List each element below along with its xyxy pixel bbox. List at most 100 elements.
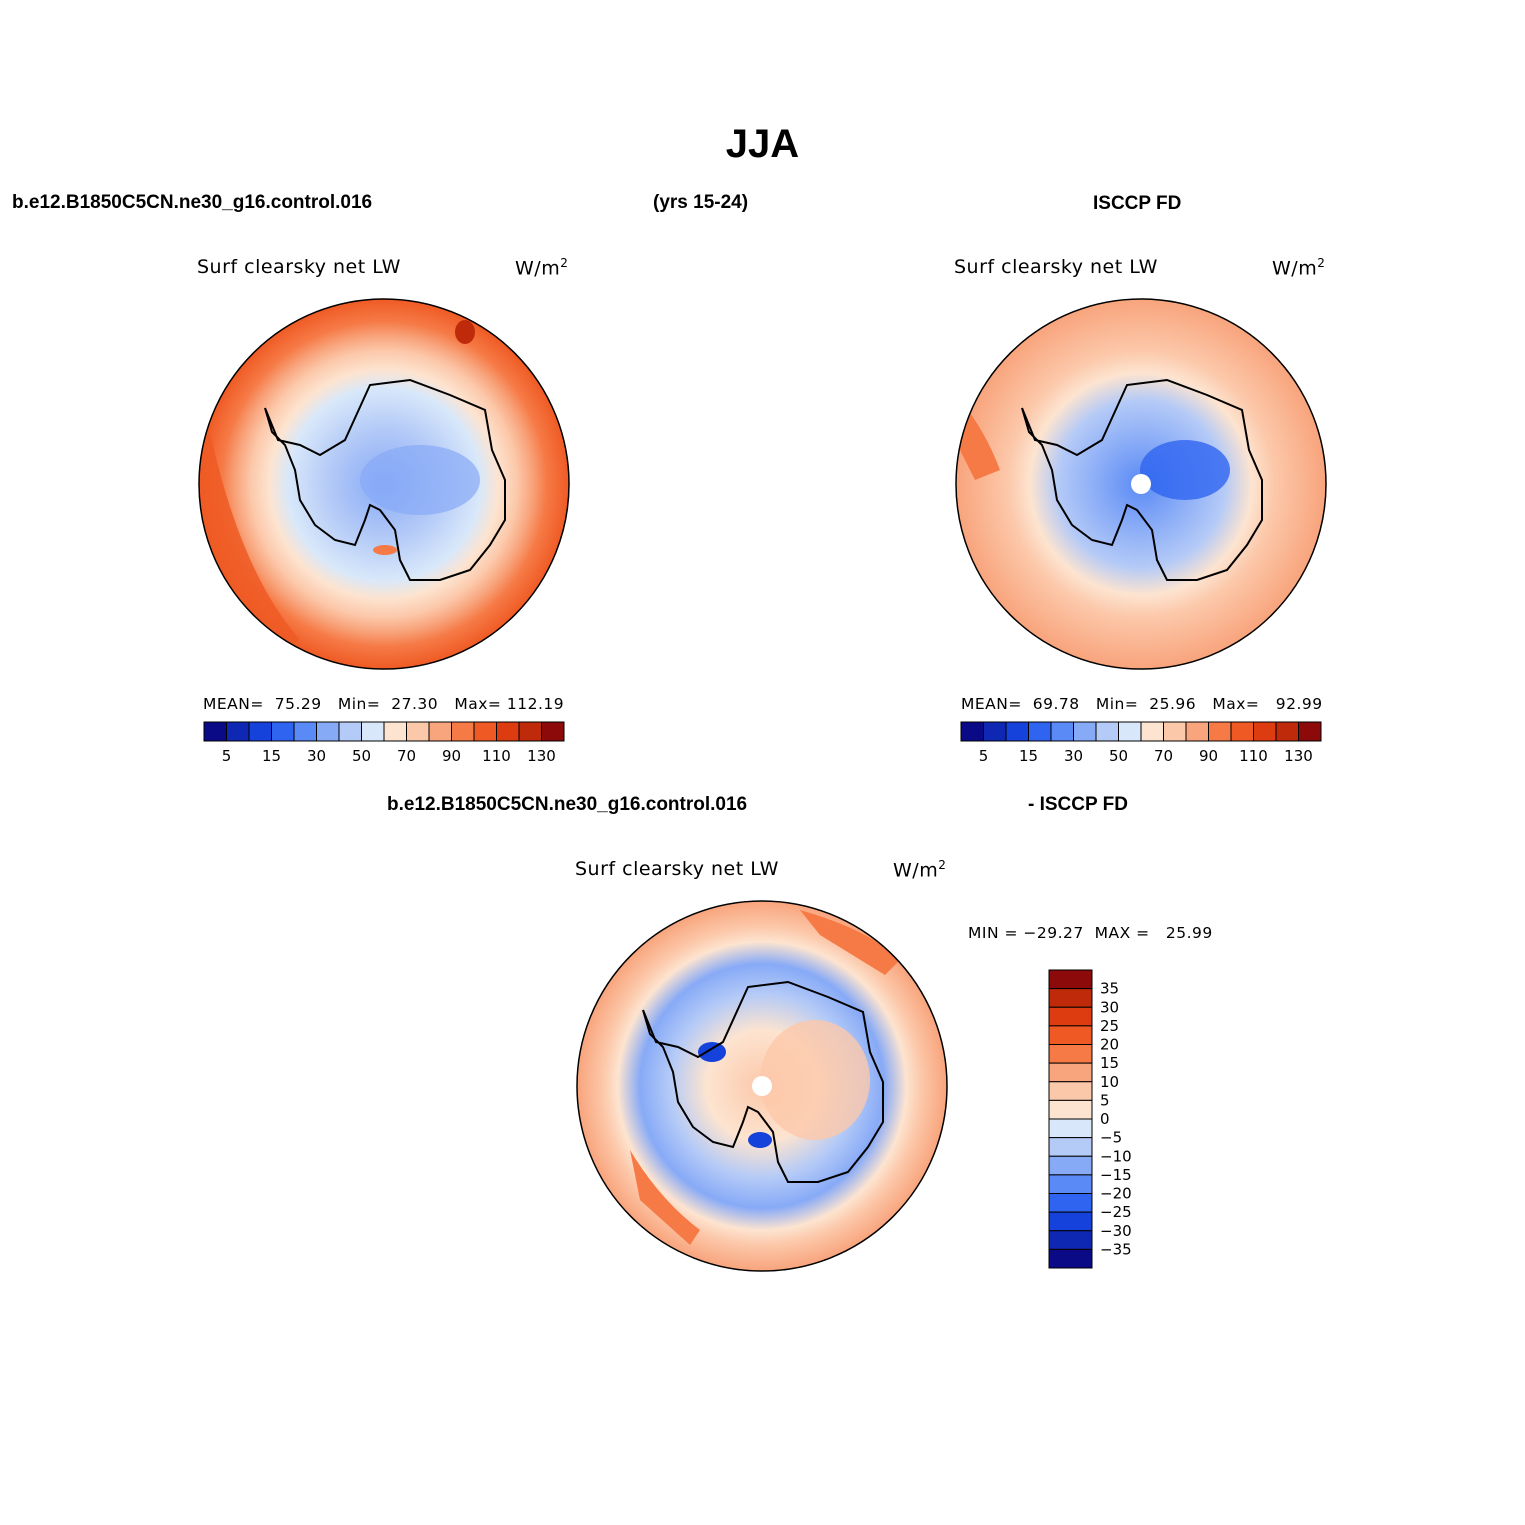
obs-colorbar-box	[1140, 721, 1164, 742]
diff-colorbar-box	[1048, 1193, 1093, 1213]
obs-panel-variable: Surf clearsky net LW	[954, 256, 1158, 278]
model-panel-units: W/m2	[515, 256, 569, 280]
model-colorbar-label: 90	[442, 747, 461, 765]
diff-colorbar-box	[1048, 1099, 1093, 1120]
diff-panel-units: W/m2	[893, 858, 947, 882]
diff-colorbar-box	[1048, 988, 1093, 1008]
diff-colorbar-label: 5	[1100, 1091, 1110, 1109]
diff-colorbar-label: 25	[1100, 1017, 1119, 1035]
diff-colorbar-label: 10	[1100, 1073, 1119, 1091]
diff-colorbar-box	[1048, 969, 1093, 990]
obs-colorbar-box	[1275, 721, 1299, 742]
obs-colorbar-box	[1050, 721, 1074, 742]
model-colorbar-label: 130	[527, 747, 556, 765]
obs-panel-units: W/m2	[1272, 256, 1326, 280]
diff-colorbar-label: −20	[1100, 1185, 1132, 1203]
obs-colorbar-label: 130	[1284, 747, 1313, 765]
obs-stats: MEAN= 69.78 Min= 25.96 Max= 92.99	[961, 695, 1323, 713]
obs-colorbar-box	[1253, 721, 1277, 742]
obs-colorbar-box	[1298, 721, 1322, 742]
diff-colorbar-box	[1048, 1044, 1093, 1064]
diff-colorbar-box	[1048, 1025, 1093, 1045]
diff-colorbar-box	[1048, 1062, 1093, 1083]
obs-pole-hole	[1131, 474, 1151, 494]
model-colorbar-label: 30	[307, 747, 326, 765]
diff-colorbar-label: 0	[1100, 1110, 1110, 1128]
diff-panel-variable: Surf clearsky net LW	[575, 858, 779, 880]
obs-colorbar-label: 110	[1239, 747, 1268, 765]
model-panel-variable: Surf clearsky net LW	[197, 256, 401, 278]
model-colorbar-box	[428, 721, 452, 742]
model-colorbar-label: 15	[262, 747, 281, 765]
model-colorbar-box	[406, 721, 430, 742]
obs-colorbar-label: 50	[1109, 747, 1128, 765]
model-colorbar-box	[473, 721, 497, 742]
model-polar-map	[198, 298, 570, 670]
diff-colorbar-label: −35	[1100, 1240, 1132, 1258]
model-stats: MEAN= 75.29 Min= 27.30 Max= 112.19	[203, 695, 565, 713]
case-name-header: b.e12.B1850C5CN.ne30_g16.control.016	[12, 192, 373, 213]
model-colorbar-box	[496, 721, 520, 742]
model-colorbar-box	[518, 721, 542, 742]
obs-name-header: ISCCP FD	[1093, 193, 1182, 214]
model-colorbar-box	[271, 721, 295, 742]
diff-colorbar-box	[1048, 1230, 1093, 1250]
obs-colorbar-box	[1095, 721, 1119, 742]
obs-colorbar-box	[960, 721, 984, 742]
obs-colorbar-box	[1073, 721, 1097, 742]
diff-colorbar-box	[1048, 1118, 1093, 1139]
diff-colorbar-box	[1048, 1211, 1093, 1232]
obs-colorbar-label: 70	[1154, 747, 1173, 765]
model-colorbar-label: 5	[222, 747, 232, 765]
diff-colorbar-label: −5	[1100, 1129, 1122, 1147]
obs-polar-map	[955, 298, 1327, 670]
obs-colorbar-label: 5	[979, 747, 989, 765]
obs-colorbar-box	[1163, 721, 1187, 742]
diff-colorbar-label: 20	[1100, 1036, 1119, 1054]
obs-colorbar-box	[1118, 721, 1142, 742]
obs-colorbar-box	[1208, 721, 1232, 742]
model-colorbar-label: 70	[397, 747, 416, 765]
figure-title: JJA	[725, 122, 800, 166]
diff-colorbar-label: −30	[1100, 1222, 1132, 1240]
obs-colorbar-box	[1028, 721, 1052, 742]
diff-pole-hole	[752, 1076, 772, 1096]
diff-colorbar-label: 30	[1100, 998, 1119, 1016]
obs-colorbar-box	[1230, 721, 1254, 742]
model-colorbar-box	[361, 721, 385, 742]
diff-polar-map	[576, 900, 948, 1272]
model-colorbar: 5 15 30 50 70 90 110 130	[203, 721, 565, 765]
obs-colorbar-label: 30	[1064, 747, 1083, 765]
model-colorbar-box	[293, 721, 317, 742]
diff-colorbar-box	[1048, 1006, 1093, 1027]
model-colorbar-box	[203, 721, 227, 742]
obs-colorbar-label: 15	[1019, 747, 1038, 765]
model-colorbar-box	[338, 721, 362, 742]
model-colorbar-box	[316, 721, 340, 742]
diff-colorbar-label: −10	[1100, 1147, 1132, 1165]
model-colorbar-box	[541, 721, 565, 742]
obs-colorbar-box	[983, 721, 1007, 742]
model-colorbar-label: 110	[482, 747, 511, 765]
years-header: (yrs 15-24)	[653, 192, 749, 213]
obs-colorbar-label: 90	[1199, 747, 1218, 765]
diff-colorbar-box	[1048, 1081, 1093, 1101]
obs-colorbar: 5 15 30 50 70 90 110 130	[960, 721, 1322, 765]
diff-colorbar-label: −25	[1100, 1203, 1132, 1221]
diff-minmax: MIN = −29.27 MAX = 25.99	[968, 924, 1213, 942]
diff-colorbar-box	[1048, 1174, 1093, 1194]
diff-case-name-header: b.e12.B1850C5CN.ne30_g16.control.016	[387, 794, 748, 815]
diff-colorbar-box	[1048, 1155, 1093, 1176]
diff-coastline	[642, 980, 884, 1183]
diff-colorbar-box	[1048, 1137, 1093, 1157]
model-colorbar-box	[248, 721, 272, 742]
model-colorbar-box	[226, 721, 250, 742]
model-coastline	[264, 378, 506, 581]
obs-colorbar-box	[1005, 721, 1029, 742]
diff-obs-name-header: - ISCCP FD	[1028, 794, 1128, 815]
model-colorbar-box	[451, 721, 475, 742]
model-colorbar-label: 50	[352, 747, 371, 765]
